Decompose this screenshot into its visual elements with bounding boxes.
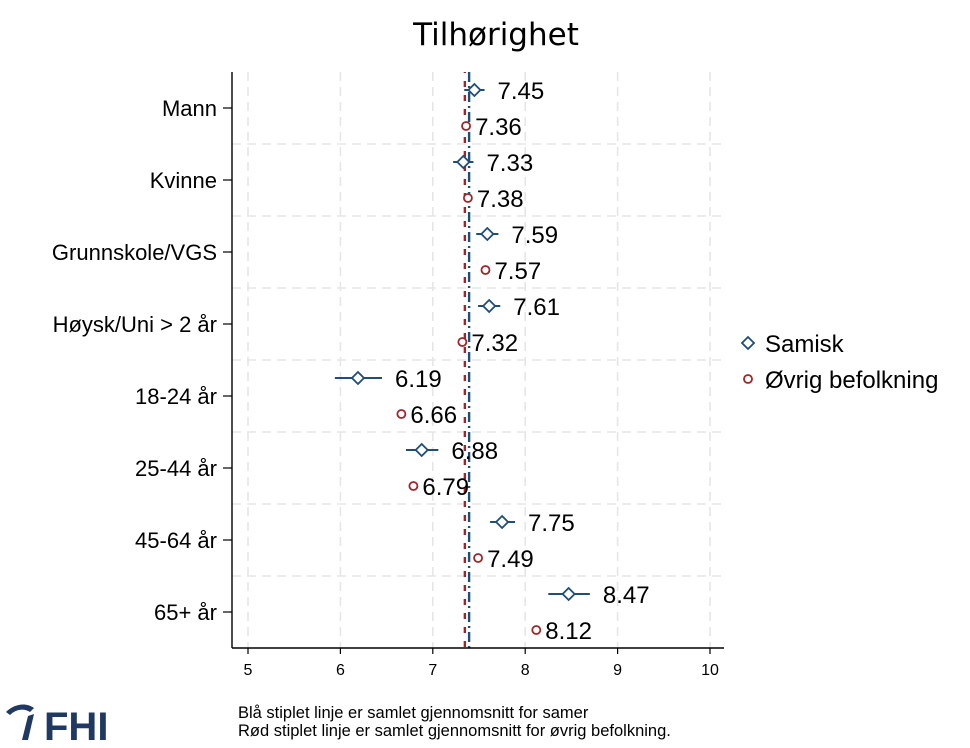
data-label-ovrig: 7.38 xyxy=(477,186,524,213)
data-label-samisk: 6.19 xyxy=(395,366,442,393)
legend-label-samisk: Samisk xyxy=(765,331,845,358)
x-tick-label: 8 xyxy=(521,662,530,679)
plot-area: 7.45 7.33 7.59 7.61 6.19 6.88 7.75 8.47 7.36 7.38… xyxy=(232,72,724,648)
x-tick-label: 5 xyxy=(244,662,253,679)
samisk-point xyxy=(480,226,495,242)
y-category-label: Høysk/Uni > 2 år xyxy=(53,312,217,337)
data-label-ovrig: 6.66 xyxy=(410,402,457,429)
x-tick-label: 7 xyxy=(428,662,437,679)
y-category-label: Mann xyxy=(162,96,217,121)
data-label-samisk: 7.75 xyxy=(528,510,575,537)
ovrig-point xyxy=(480,265,491,275)
samisk-point xyxy=(561,586,576,602)
data-label-samisk: 7.59 xyxy=(511,222,558,249)
data-label-ovrig: 7.57 xyxy=(494,258,541,285)
samisk-point xyxy=(414,442,429,458)
ovrig-point xyxy=(408,481,419,491)
data-label-samisk: 7.45 xyxy=(498,78,545,105)
samisk-point xyxy=(350,370,366,386)
data-label-ovrig: 7.49 xyxy=(487,546,534,573)
x-tick-label: 10 xyxy=(701,662,719,679)
chart-title: Tilhørighet xyxy=(412,17,579,53)
ovrig-point xyxy=(463,193,473,203)
data-label-ovrig: 8.12 xyxy=(545,618,592,645)
data-label-samisk: 7.61 xyxy=(513,294,560,321)
fhi-logo: FHI xyxy=(6,704,108,744)
y-category-label: 65+ år xyxy=(154,600,217,625)
ovrig-point xyxy=(473,553,483,563)
legend-marker-ovrig xyxy=(743,374,753,384)
ovrig-point xyxy=(531,625,542,635)
y-category-label: 18-24 år xyxy=(135,384,217,409)
data-label-samisk: 7.33 xyxy=(486,150,533,177)
data-label-ovrig: 6.79 xyxy=(422,474,469,501)
x-axis: 5 6 7 8 9 10 xyxy=(232,647,724,679)
ovrig-point xyxy=(396,409,407,419)
legend-label-ovrig: Øvrig befolkning xyxy=(765,367,938,394)
legend-marker-samisk xyxy=(740,335,756,351)
data-label-samisk: 6.88 xyxy=(451,438,498,465)
y-axis: Mann Kvinne Grunnskole/VGS Høysk/Uni > 2 år… xyxy=(52,72,233,648)
legend: Samisk Øvrig befolkning xyxy=(740,331,938,394)
y-category-label: Grunnskole/VGS xyxy=(52,240,217,265)
y-category-label: Kvinne xyxy=(150,168,217,193)
samisk-point xyxy=(494,514,510,530)
footnote-line-1: Blå stiplet linje er samlet gjennomsnitt… xyxy=(238,704,589,722)
x-tick-label: 6 xyxy=(336,662,345,679)
ovrig-point xyxy=(457,337,468,347)
footnote-line-2: Rød stiplet linje er samlet gjennomsnitt… xyxy=(238,722,671,740)
x-tick-label: 9 xyxy=(613,662,622,679)
fhi-logo-icon xyxy=(6,704,34,740)
samisk-point xyxy=(481,298,497,314)
y-category-label: 45-64 år xyxy=(135,528,217,553)
samisk-point xyxy=(456,154,471,170)
data-label-ovrig: 7.36 xyxy=(475,114,522,141)
ovrig-point xyxy=(461,121,471,131)
y-category-label: 25-44 år xyxy=(135,456,217,481)
samisk-point xyxy=(467,82,482,98)
data-label-samisk: 8.47 xyxy=(603,582,650,609)
fhi-logo-text: FHI xyxy=(44,705,108,744)
data-label-ovrig: 7.32 xyxy=(471,330,518,357)
